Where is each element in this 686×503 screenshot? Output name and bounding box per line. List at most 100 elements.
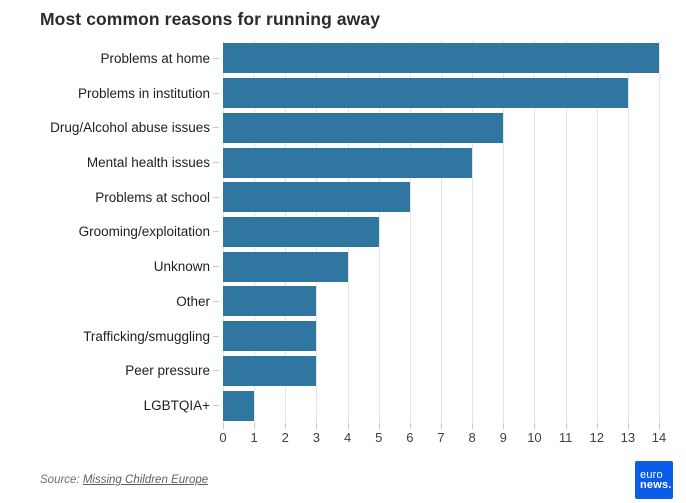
bar-row: Problems at home <box>0 41 686 76</box>
gridline <box>409 41 411 423</box>
x-axis-label: 2 <box>281 429 289 445</box>
bar-track <box>223 284 686 319</box>
x-axis-label: 1 <box>250 429 258 445</box>
category-label: Problems at school <box>95 189 210 205</box>
x-axis-tick <box>503 422 505 429</box>
bar-track <box>223 353 686 388</box>
bar <box>223 216 379 247</box>
source-prefix: Source: <box>40 474 80 486</box>
bar-row: Other <box>0 284 686 319</box>
x-axis-tick <box>285 422 287 429</box>
category-label: Grooming/exploitation <box>78 224 210 240</box>
x-axis-label: 11 <box>558 429 573 445</box>
source-link[interactable]: Missing Children Europe <box>82 474 209 486</box>
x-axis-tick <box>565 422 567 429</box>
x-axis-label: 14 <box>651 429 667 445</box>
category-tick <box>213 196 219 198</box>
bar-row: Unknown <box>0 249 686 284</box>
x-axis-tick <box>659 422 660 429</box>
gridline <box>565 41 567 423</box>
bar-row: Mental health issues <box>0 145 686 180</box>
euronews-logo-line2: news. <box>640 479 672 491</box>
category-tick <box>213 300 219 302</box>
x-axis-tick <box>254 422 256 429</box>
gridline <box>596 41 598 423</box>
x-axis-label: 7 <box>437 429 445 445</box>
x-axis-label: 0 <box>219 429 227 445</box>
x-axis-label: 3 <box>312 429 321 445</box>
category-tick <box>213 92 219 94</box>
euronews-logo-line1: euro <box>640 468 663 481</box>
chart-title: Most common reasons for running away <box>40 9 381 29</box>
category-label: Problems at home <box>100 50 210 66</box>
category-tick <box>213 370 219 372</box>
bar-row: LGBTQIA+ <box>0 388 686 423</box>
x-axis-label: 8 <box>468 429 476 445</box>
gridline <box>472 41 474 423</box>
x-axis-tick <box>472 422 474 429</box>
bar <box>223 112 504 143</box>
category-label: Other <box>176 293 210 309</box>
x-axis-tick <box>223 422 224 429</box>
bar-row: Problems at school <box>0 180 686 215</box>
x-axis-label: 5 <box>375 429 383 445</box>
x-axis-label: 6 <box>406 429 414 445</box>
bar-track <box>223 388 686 423</box>
x-axis-tick <box>441 422 442 429</box>
x-axis-label: 4 <box>343 429 352 445</box>
category-tick <box>213 162 219 164</box>
bar-row: Grooming/exploitation <box>0 215 686 250</box>
category-tick <box>213 231 219 233</box>
x-axis-tick <box>378 422 380 429</box>
x-axis-label: 12 <box>589 429 604 445</box>
bar <box>223 321 317 352</box>
x-axis-label: 10 <box>527 429 542 445</box>
gridline <box>627 41 629 423</box>
category-label: Peer pressure <box>125 363 210 379</box>
category-tick <box>213 57 219 59</box>
euronews-logo: euro news. <box>635 461 673 499</box>
bar-row: Trafficking/smuggling <box>0 319 686 354</box>
bar <box>223 147 473 178</box>
bar-rows: Problems at home Problems in institution D… <box>0 41 686 423</box>
bar-track <box>223 76 686 111</box>
bar-row: Drug/Alcohol abuse issues <box>0 110 686 145</box>
bar <box>223 43 659 74</box>
source-note: Source: Missing Children Europe <box>40 474 208 486</box>
category-label: LGBTQIA+ <box>143 398 210 414</box>
gridline <box>659 41 660 423</box>
bar-track <box>223 215 686 250</box>
bar <box>223 182 410 213</box>
category-tick <box>213 266 219 268</box>
chart-footer: Source: Missing Children Europe euro new… <box>0 461 686 499</box>
x-axis-tick <box>596 422 598 429</box>
category-label: Drug/Alcohol abuse issues <box>50 120 210 136</box>
bar-chart: Problems at home Problems in institution D… <box>0 41 686 449</box>
category-tick <box>213 405 219 407</box>
bar-track <box>223 319 686 354</box>
bar <box>223 78 628 109</box>
gridline <box>534 41 536 423</box>
category-label: Problems in institution <box>77 85 210 101</box>
x-axis-label: 9 <box>499 429 507 445</box>
x-axis-tick <box>316 422 318 429</box>
gridline <box>503 41 505 423</box>
category-label: Mental health issues <box>86 155 210 171</box>
category-tick <box>213 335 219 337</box>
x-axis: 0 1 2 3 4 5 6 7 8 9 10 11 12 13 14 <box>219 422 666 449</box>
bar-row: Peer pressure <box>0 353 686 388</box>
bar <box>223 355 317 386</box>
gridline <box>441 41 442 423</box>
x-axis-tick <box>627 422 629 429</box>
gridline <box>378 41 380 423</box>
category-label: Trafficking/smuggling <box>83 328 210 344</box>
bar <box>223 251 348 282</box>
category-tick <box>213 127 219 129</box>
bar-row: Problems in institution <box>0 76 686 111</box>
bar-track <box>223 249 686 284</box>
category-label: Unknown <box>153 259 210 275</box>
x-axis-tick <box>534 422 536 429</box>
x-axis-tick <box>347 422 349 429</box>
bar-track <box>223 110 686 145</box>
